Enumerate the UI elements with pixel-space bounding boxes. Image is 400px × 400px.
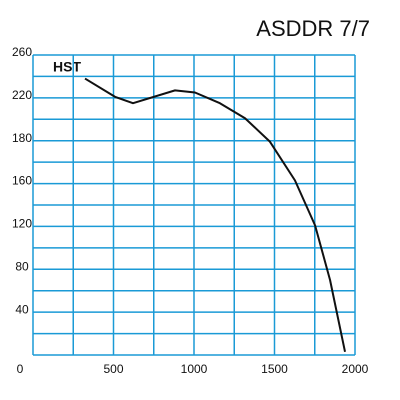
y-tick-label: 160	[12, 174, 32, 188]
chart-title: ASDDR 7/7	[256, 16, 370, 41]
y-tick-label: 180	[12, 131, 32, 145]
x-tick-label: 500	[103, 362, 123, 376]
line	[84, 77, 346, 352]
y-tick-label: 220	[12, 88, 32, 102]
y-tick-label: 80	[15, 259, 29, 273]
y-tick-label: 260	[12, 45, 32, 59]
curve-label: HST	[53, 59, 81, 75]
x-tick-label: 1500	[261, 362, 288, 376]
x-tick-label: 0	[17, 362, 24, 376]
x-tick-label: 1000	[181, 362, 208, 376]
y-tick-label: 120	[12, 217, 32, 231]
x-tick-label: 2000	[342, 362, 369, 376]
y-tick-label: 40	[15, 302, 29, 316]
